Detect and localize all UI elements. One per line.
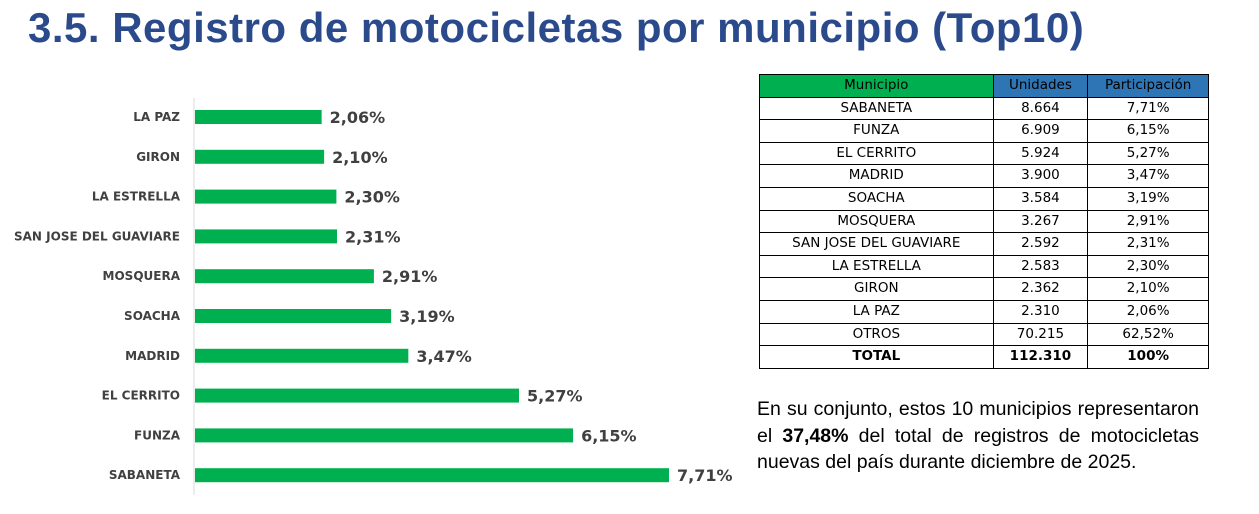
table-row: SOACHA 3.584 3,19% — [759, 186, 1209, 211]
cell-unidades: 8.664 — [992, 96, 1089, 121]
value-label: 2,10% — [332, 148, 388, 167]
category-label: SAN JOSE DEL GUAVIARE — [14, 229, 180, 243]
cell-municipio: FUNZA — [759, 119, 994, 143]
cell-unidades: 2.583 — [992, 254, 1089, 279]
cell-unidades: 2.592 — [992, 232, 1089, 256]
bar — [195, 229, 338, 244]
cell-participacion: 7,71% — [1087, 96, 1209, 121]
bar-chart: LA PAZ 2,06% GIRON 2,10% LA ESTRELLA 2,30% SAN… — [14, 98, 733, 495]
cell-municipio: SOACHA — [759, 186, 994, 211]
category-label: SOACHA — [124, 309, 181, 323]
category-label: LA ESTRELLA — [92, 190, 181, 204]
cell-municipio: SAN JOSE DEL GUAVIARE — [759, 232, 994, 256]
category-label: SABANETA — [109, 468, 181, 482]
table-row: FUNZA 6.909 6,15% — [759, 119, 1209, 143]
cell-unidades: 5.924 — [992, 141, 1089, 166]
summary-text-start: En su conjunto, estos 10 municipios repr… — [757, 398, 1199, 447]
value-label: 2,30% — [344, 188, 400, 207]
table-row: OTROS 70.215 62,52% — [759, 322, 1209, 347]
table-total-row: TOTAL 112.310 100% — [759, 345, 1209, 369]
table-row: GIRON 2.362 2,10% — [759, 277, 1209, 301]
table-row: MOSQUERA 3.267 2,91% — [759, 209, 1209, 234]
cell-unidades: 112.310 — [992, 345, 1089, 369]
category-label: GIRON — [136, 150, 180, 164]
value-label: 3,19% — [399, 307, 455, 326]
cell-municipio: MOSQUERA — [759, 209, 994, 234]
cell-municipio: GIRON — [759, 277, 994, 301]
table-row: LA ESTRELLA 2.583 2,30% — [759, 254, 1209, 279]
cell-municipio: TOTAL — [759, 345, 994, 369]
cell-unidades: 3.900 — [992, 164, 1089, 188]
header-unidades: Unidades — [992, 74, 1089, 98]
cell-participacion: 6,15% — [1087, 119, 1209, 143]
cell-participacion: 2,91% — [1087, 209, 1209, 234]
cell-unidades: 3.584 — [992, 186, 1089, 211]
table-row: MADRID 3.900 3,47% — [759, 164, 1209, 188]
cell-participacion: 2,30% — [1087, 254, 1209, 279]
cell-unidades: 3.267 — [992, 209, 1089, 234]
table-row: LA PAZ 2.310 2,06% — [759, 299, 1209, 324]
cell-participacion: 2,10% — [1087, 277, 1209, 301]
header-participacion: Participación — [1087, 74, 1209, 98]
cell-unidades: 2.362 — [992, 277, 1089, 301]
cell-participacion: 62,52% — [1087, 322, 1209, 347]
summary-highlight: 37,48% — [782, 424, 849, 447]
table-row: EL CERRITO 5.924 5,27% — [759, 141, 1209, 166]
cell-participacion: 2,31% — [1087, 232, 1209, 256]
cell-municipio: LA ESTRELLA — [759, 254, 994, 279]
bar — [195, 110, 322, 124]
cell-participacion: 5,27% — [1087, 141, 1209, 166]
bar — [195, 428, 574, 443]
bar — [195, 348, 409, 363]
cell-participacion: 3,47% — [1087, 164, 1209, 188]
bar — [195, 388, 519, 403]
cell-unidades: 6.909 — [992, 119, 1089, 143]
category-label: LA PAZ — [133, 110, 180, 124]
value-label: 7,71% — [677, 466, 733, 485]
cell-municipio: SABANETA — [759, 96, 994, 121]
cell-participacion: 100% — [1087, 345, 1209, 369]
cell-unidades: 2.310 — [992, 299, 1089, 324]
cell-unidades: 70.215 — [992, 322, 1089, 347]
header-municipio: Municipio — [759, 74, 994, 98]
summary-text-end: del total de registros de motocicletas n… — [757, 424, 1199, 474]
value-label: 3,47% — [416, 347, 472, 366]
bar — [195, 468, 669, 483]
page-title: 3.5. Registro de motocicletas por munici… — [28, 4, 1085, 51]
category-label: MADRID — [125, 349, 180, 363]
bar — [195, 309, 392, 323]
value-label: 2,06% — [330, 108, 386, 127]
cell-participacion: 2,06% — [1087, 299, 1209, 324]
table-row: SAN JOSE DEL GUAVIARE 2.592 2,31% — [759, 232, 1209, 256]
category-label: FUNZA — [134, 428, 181, 442]
value-label: 5,27% — [527, 387, 583, 406]
municipality-table: Municipio Unidades Participación SABANET… — [759, 74, 1209, 369]
cell-municipio: EL CERRITO — [759, 141, 994, 166]
table-header-row: Municipio Unidades Participación — [759, 74, 1209, 98]
cell-municipio: OTROS — [759, 322, 994, 347]
value-label: 6,15% — [581, 426, 637, 445]
value-label: 2,31% — [345, 227, 401, 246]
bar — [195, 269, 374, 284]
table-row: SABANETA 8.664 7,71% — [759, 96, 1209, 121]
cell-municipio: MADRID — [759, 164, 994, 188]
value-label: 2,91% — [382, 267, 438, 286]
bar — [195, 189, 337, 204]
summary-text: En su conjunto, estos 10 municipios repr… — [757, 396, 1199, 476]
cell-participacion: 3,19% — [1087, 186, 1209, 211]
category-label: EL CERRITO — [102, 389, 180, 403]
cell-municipio: LA PAZ — [759, 299, 994, 324]
bar — [195, 149, 325, 164]
category-label: MOSQUERA — [103, 269, 181, 283]
